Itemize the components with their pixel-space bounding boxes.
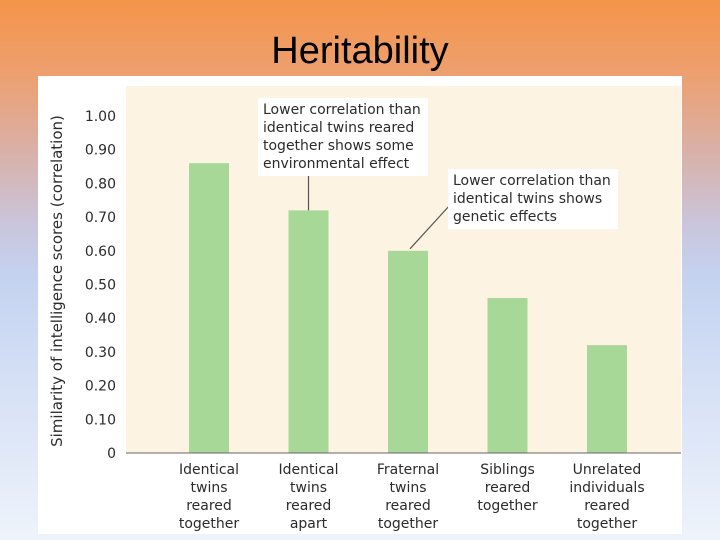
- bar: [587, 345, 627, 453]
- x-category-label-line: Siblings: [480, 462, 535, 478]
- x-category-label-line: together: [378, 516, 439, 532]
- x-category-label: Fraternal twins reared together: [377, 462, 439, 532]
- x-category-label: Identical twins reared together: [179, 462, 240, 532]
- x-category-label-line: Identical: [278, 462, 338, 478]
- y-tick-label: 0.70: [85, 210, 116, 226]
- y-tick-label: 0.20: [85, 379, 116, 395]
- y-tick-label: 0.40: [85, 311, 116, 327]
- annotation-box: [448, 169, 618, 229]
- x-category-label-line: reared: [584, 498, 630, 514]
- x-category-label-line: individuals: [569, 480, 644, 496]
- x-category-label-line: Identical: [179, 462, 239, 478]
- x-category-label-line: reared: [485, 480, 531, 496]
- x-category-label: Siblings reared together: [477, 462, 538, 514]
- y-tick-label: 0.60: [85, 244, 116, 260]
- annotations: Lower correlation than identical twins re…: [258, 98, 618, 250]
- bars: [189, 163, 627, 453]
- annotation-text-line: environmental effect: [263, 156, 410, 172]
- x-category-label-line: Fraternal: [377, 462, 439, 478]
- bar: [388, 250, 428, 453]
- y-tick-labels: 0 0.10 0.20 0.30 0.40 0.50 0.60 0.70 0.80 0.90 1.0…: [85, 109, 116, 462]
- x-category-label-line: reared: [385, 498, 431, 514]
- slide-title: Heritability: [271, 30, 449, 72]
- x-category-label-line: twins: [390, 480, 427, 496]
- x-category-labels: Identical twins reared together Identical twi…: [179, 462, 645, 532]
- bar-chart: 0 0.10 0.20 0.30 0.40 0.50 0.60 0.70 0.80 0.90 1.0…: [48, 86, 681, 532]
- x-category-label-line: together: [577, 516, 638, 532]
- y-tick-label: 0.50: [85, 278, 116, 294]
- annotation: Lower correlation than identical twins sh…: [409, 169, 618, 250]
- annotation-text-line: together shows some: [263, 138, 414, 154]
- bar: [189, 163, 229, 453]
- x-category-label-line: reared: [186, 498, 232, 514]
- x-category-label: Identical twins reared apart: [278, 462, 338, 532]
- annotation-box: [258, 98, 428, 176]
- annotation-text-line: Lower correlation than: [263, 102, 421, 118]
- x-category-label-line: together: [477, 498, 538, 514]
- y-axis-title: Similarity of intelligence scores (corre…: [48, 115, 66, 447]
- y-tick-label: 0.10: [85, 412, 116, 428]
- x-category-label-line: twins: [290, 480, 327, 496]
- y-tick-label: 0.30: [85, 345, 116, 361]
- annotation: Lower correlation than identical twins re…: [258, 98, 428, 211]
- bar: [288, 210, 329, 453]
- bar: [487, 297, 528, 453]
- y-tick-label: 0.90: [85, 143, 116, 159]
- annotation-text-line: genetic effects: [453, 209, 557, 225]
- y-tick-label: 0: [107, 446, 116, 462]
- x-category-label-line: apart: [290, 516, 328, 532]
- annotation-leader-line: [409, 204, 451, 250]
- annotation-text-line: identical twins reared: [263, 120, 414, 136]
- x-category-label-line: together: [179, 516, 240, 532]
- annotation-text-line: Lower correlation than: [453, 173, 611, 189]
- y-tick-label: 1.00: [85, 109, 116, 125]
- x-category-label-line: twins: [191, 480, 228, 496]
- x-category-label-line: reared: [286, 498, 332, 514]
- x-category-label: Unrelated individuals reared together: [569, 462, 644, 532]
- chart-panel: 0 0.10 0.20 0.30 0.40 0.50 0.60 0.70 0.80 0.90 1.0…: [38, 76, 682, 534]
- x-category-label-line: Unrelated: [573, 462, 642, 478]
- annotation-text-line: identical twins shows: [453, 191, 602, 207]
- y-tick-label: 0.80: [85, 176, 116, 192]
